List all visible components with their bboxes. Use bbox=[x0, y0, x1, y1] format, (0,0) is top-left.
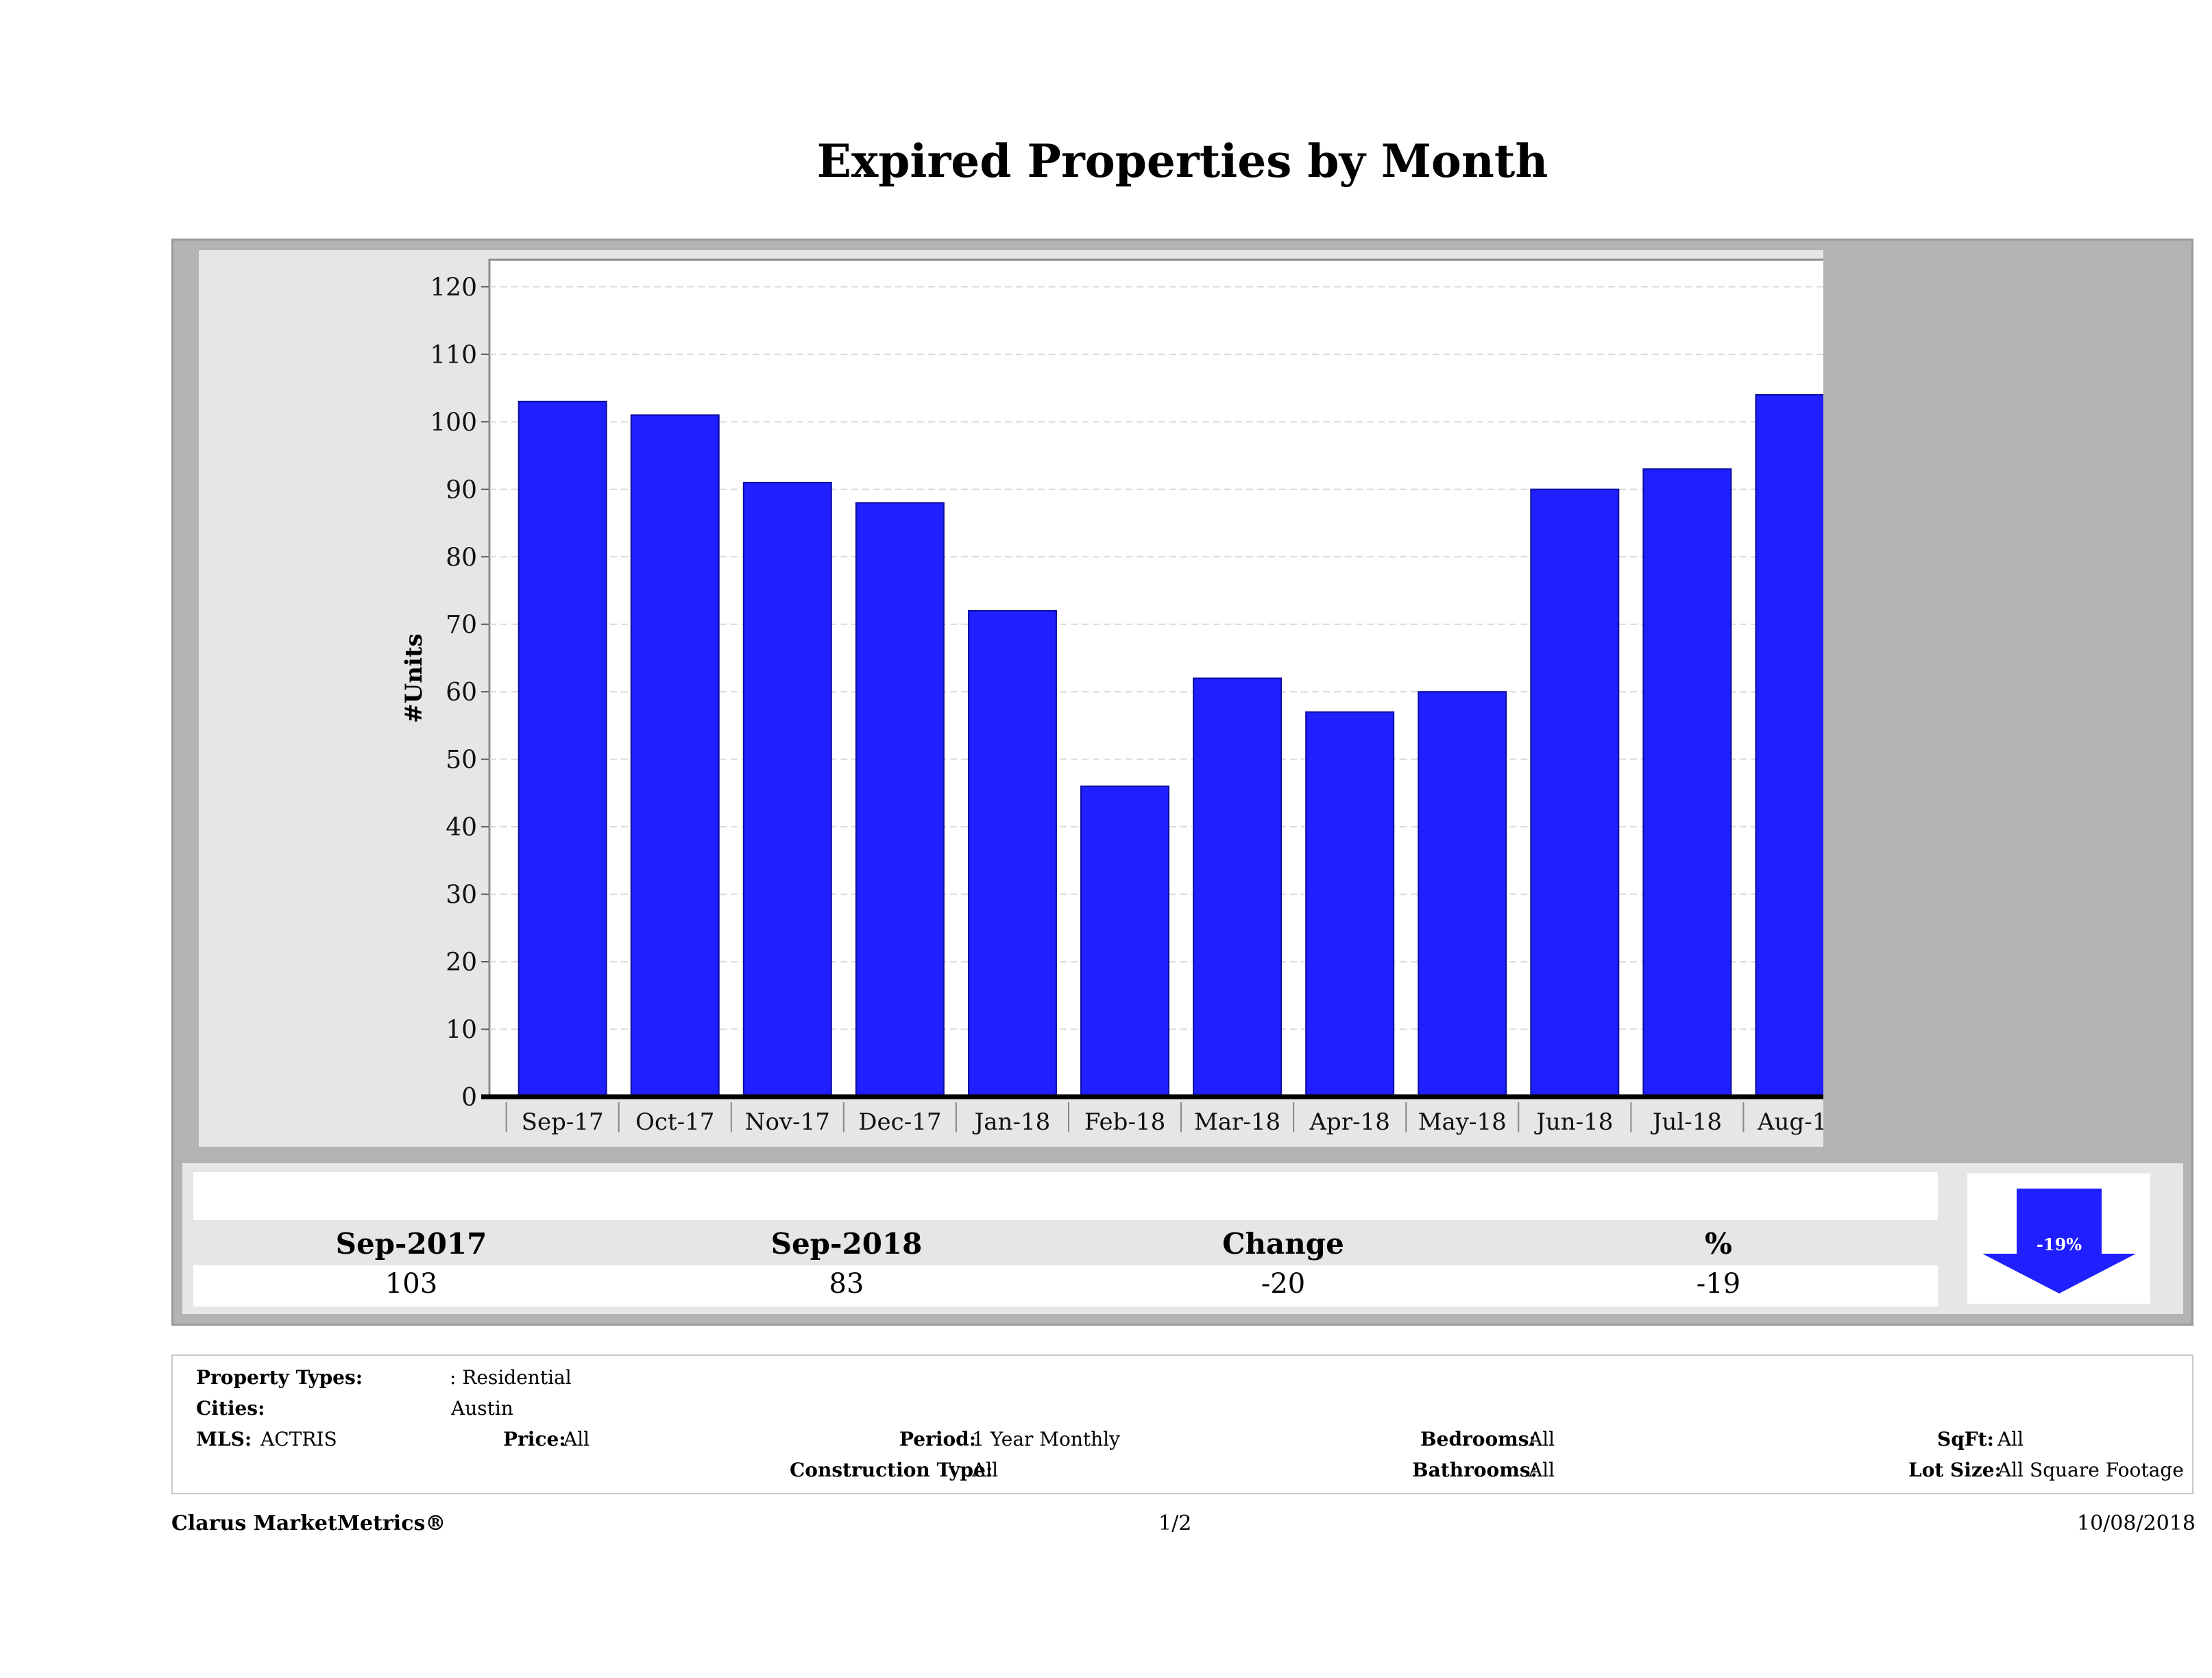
x-tick-label: Jan-18 bbox=[973, 1108, 1051, 1136]
bar-sep-17 bbox=[518, 400, 607, 1097]
footer-date: 10/08/2018 bbox=[2077, 1511, 2196, 1535]
y-tick-label: 40 bbox=[446, 814, 477, 842]
x-tick-label: Feb-18 bbox=[1084, 1108, 1165, 1136]
sqft-label: SqFt: bbox=[1937, 1428, 1994, 1450]
y-tick-label: 70 bbox=[446, 611, 477, 640]
stats-blank-row bbox=[193, 1172, 1938, 1220]
y-tick-label: 20 bbox=[446, 949, 477, 977]
lot-size-label: Lot Size: bbox=[1908, 1459, 2002, 1481]
y-tick-label: 50 bbox=[446, 746, 477, 775]
y-axis-label: #Units bbox=[400, 633, 428, 723]
cities-label: Cities: bbox=[196, 1397, 265, 1420]
bar-feb-18 bbox=[1080, 786, 1170, 1097]
stat-value-change: -20 bbox=[1261, 1268, 1306, 1300]
x-tick-label: Jul-18 bbox=[1651, 1108, 1722, 1136]
mls-value: ACTRIS bbox=[260, 1428, 337, 1450]
cities-value: Austin bbox=[451, 1397, 513, 1420]
x-tick-label: Aug-18 bbox=[1757, 1108, 1823, 1136]
bar-jun-18 bbox=[1530, 488, 1620, 1097]
y-tick-label: 120 bbox=[430, 273, 477, 302]
period-value: 1 Year Monthly bbox=[972, 1428, 1120, 1450]
y-tick-label: 80 bbox=[446, 544, 477, 572]
y-tick-label: 100 bbox=[430, 409, 477, 437]
y-tick-label: 10 bbox=[446, 1017, 477, 1045]
y-tick-label: 90 bbox=[446, 476, 477, 504]
x-tick-label: Dec-17 bbox=[858, 1108, 941, 1136]
bar-dec-17 bbox=[855, 502, 945, 1097]
filters-box bbox=[171, 1354, 2193, 1494]
footer-brand: Clarus MarketMetrics® bbox=[171, 1511, 446, 1535]
stat-header-end: Sep-2018 bbox=[770, 1227, 923, 1261]
bar-aug-18 bbox=[1755, 393, 1823, 1098]
y-tick-label: 60 bbox=[446, 679, 477, 707]
bar-oct-17 bbox=[630, 414, 720, 1097]
y-tick-label: 0 bbox=[461, 1084, 477, 1112]
y-tick-label: 30 bbox=[446, 881, 477, 910]
page-title: Expired Properties by Month bbox=[816, 134, 1548, 188]
period-label: Period: bbox=[899, 1428, 977, 1450]
bar-jan-18 bbox=[967, 610, 1057, 1097]
property-types-value: : Residential bbox=[450, 1366, 572, 1389]
x-tick-label: Mar-18 bbox=[1194, 1108, 1280, 1136]
bar-chart: 0 10 20 30 40 50 60 70 80 90 100 110 120 #Units Sep-17… bbox=[400, 258, 1823, 1136]
x-tick-label: Jun-18 bbox=[1534, 1108, 1613, 1136]
x-tick-label: Sep-17 bbox=[522, 1108, 604, 1136]
stat-value-start: 103 bbox=[385, 1268, 438, 1300]
bathrooms-label: Bathrooms: bbox=[1412, 1459, 1538, 1481]
price-label: Price: bbox=[503, 1428, 566, 1450]
stat-value-end: 83 bbox=[829, 1268, 864, 1300]
construction-type-label: Construction Type: bbox=[790, 1459, 993, 1481]
stat-header-percent: % bbox=[1705, 1227, 1732, 1261]
bedrooms-value: All bbox=[1529, 1428, 1555, 1450]
stats-values-row bbox=[193, 1265, 1938, 1306]
y-tick-label: 110 bbox=[430, 341, 477, 369]
bar-mar-18 bbox=[1193, 677, 1283, 1097]
bar-apr-18 bbox=[1305, 711, 1395, 1097]
x-tick-label: May-18 bbox=[1418, 1108, 1507, 1136]
mls-label: MLS: bbox=[196, 1428, 252, 1450]
bar-jul-18 bbox=[1642, 468, 1732, 1097]
x-tick-label: Nov-17 bbox=[745, 1108, 830, 1136]
lot-size-value: All Square Footage bbox=[1997, 1459, 2184, 1481]
stat-value-percent: -19 bbox=[1696, 1268, 1741, 1300]
stat-header-start: Sep-2017 bbox=[335, 1227, 487, 1261]
stat-header-change: Change bbox=[1222, 1227, 1344, 1261]
down-arrow-icon: -19% bbox=[1982, 1189, 2136, 1293]
change-badge-label: -19% bbox=[2037, 1235, 2082, 1254]
x-tick-label: Apr-18 bbox=[1309, 1108, 1390, 1136]
property-types-label: Property Types: bbox=[196, 1366, 363, 1389]
footer-page-number: 1/2 bbox=[1158, 1511, 1192, 1535]
bar-may-18 bbox=[1418, 691, 1507, 1097]
sqft-value: All bbox=[1997, 1428, 2024, 1450]
bathrooms-value: All bbox=[1529, 1459, 1555, 1481]
x-tick-label: Oct-17 bbox=[635, 1108, 714, 1136]
bar-nov-17 bbox=[742, 481, 832, 1097]
price-value: All bbox=[563, 1428, 590, 1450]
bedrooms-label: Bedrooms: bbox=[1420, 1428, 1536, 1450]
construction-type-value: All bbox=[972, 1459, 999, 1481]
